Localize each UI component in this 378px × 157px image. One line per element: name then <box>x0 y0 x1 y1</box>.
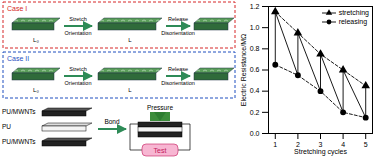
svg-text:L: L <box>128 37 132 43</box>
svg-text:1.0: 1.0 <box>250 24 260 31</box>
svg-text:5: 5 <box>364 141 368 148</box>
svg-text:PU/MWNTs: PU/MWNTs <box>2 138 36 145</box>
svg-text:0.6: 0.6 <box>250 66 260 73</box>
svg-text:3: 3 <box>318 141 323 149</box>
svg-text:Orientation: Orientation <box>65 80 92 86</box>
svg-text:1: 1 <box>273 141 277 148</box>
svg-text:0.4: 0.4 <box>250 87 260 94</box>
svg-text:L₀: L₀ <box>33 37 39 43</box>
svg-text:Disorientation: Disorientation <box>161 30 195 36</box>
html-text:stretching: stretching <box>338 9 369 16</box>
svg-text:Disorientation: Disorientation <box>161 80 195 86</box>
svg-text:Release: Release <box>168 66 188 72</box>
svg-text:PU: PU <box>2 123 11 130</box>
svg-text:Stretch: Stretch <box>69 66 86 72</box>
svg-text:4: 4 <box>341 141 346 149</box>
svg-text:0.2: 0.2 <box>250 109 260 116</box>
svg-text:0.0: 0.0 <box>250 130 260 137</box>
html-text:releasing: releasing <box>338 18 368 25</box>
svg-text:Case I: Case I <box>7 5 27 12</box>
svg-text:Electric Resistance/MΩ: Electric Resistance/MΩ <box>240 34 247 107</box>
svg-text:Case II: Case II <box>7 55 29 62</box>
svg-text:Stretching cycles: Stretching cycles <box>294 148 347 156</box>
svg-text:Orientation: Orientation <box>65 30 92 36</box>
svg-text:Pressure: Pressure <box>147 104 173 111</box>
svg-text:Release: Release <box>168 16 188 22</box>
svg-text:2: 2 <box>295 141 300 149</box>
svg-text:L₀: L₀ <box>33 87 39 93</box>
svg-text:0.8: 0.8 <box>250 45 260 52</box>
svg-text:Test: Test <box>154 147 167 154</box>
svg-text:Bond: Bond <box>104 118 120 125</box>
svg-text:1.2: 1.2 <box>250 3 260 10</box>
svg-text:L: L <box>128 87 132 93</box>
svg-text:PU/MWNTs: PU/MWNTs <box>2 108 36 115</box>
svg-text:Stretch: Stretch <box>69 16 86 22</box>
